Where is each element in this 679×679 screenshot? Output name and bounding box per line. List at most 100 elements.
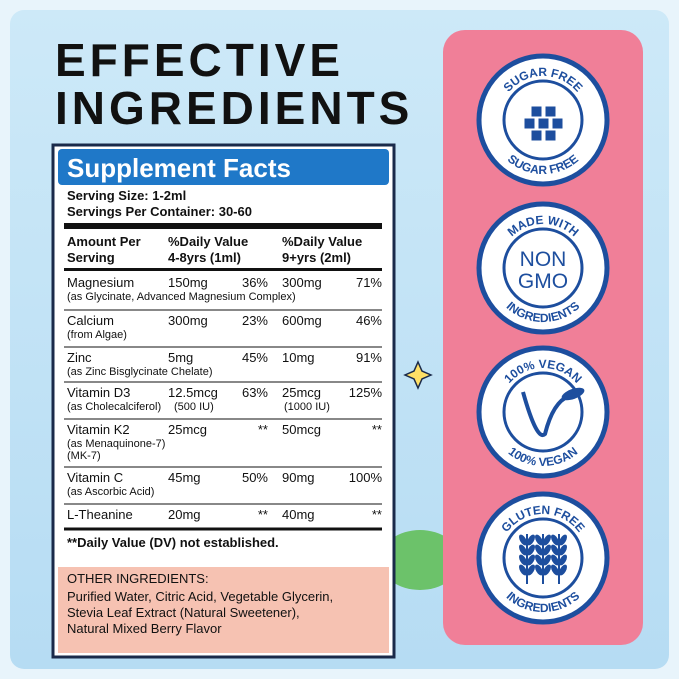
amount: 40mg xyxy=(282,507,315,522)
column-header: 9+yrs (2ml) xyxy=(282,250,351,265)
wheat-grain xyxy=(519,554,527,566)
badge-center: GMO xyxy=(518,270,568,293)
amount: 300mg xyxy=(282,275,322,290)
daily-value: 50% xyxy=(242,470,268,485)
cube-icon xyxy=(544,129,557,142)
daily-value: ** xyxy=(258,507,268,522)
wheat-grain xyxy=(559,544,567,556)
rule xyxy=(64,223,382,229)
daily-value: 71% xyxy=(356,275,382,290)
badge-outer xyxy=(476,345,610,479)
row-note: (as Cholecalciferol) xyxy=(67,401,161,413)
badge-center: NON xyxy=(520,248,567,271)
wheat-grain xyxy=(535,534,543,546)
amount: 150mg xyxy=(168,275,208,290)
badge-inner xyxy=(502,79,584,161)
row-name: Magnesium xyxy=(67,275,134,290)
cube-icon xyxy=(544,105,557,118)
daily-value: ** xyxy=(258,422,268,437)
wheat-grain xyxy=(551,564,559,576)
row-name: Vitamin D3 xyxy=(67,385,130,400)
wheat-grain xyxy=(519,544,527,556)
daily-value: 23% xyxy=(242,313,268,328)
daily-value: 125% xyxy=(349,385,383,400)
wheat-grain xyxy=(519,564,527,576)
servings: Servings Per Container: 30-60 xyxy=(67,204,252,219)
serving-size: Serving Size: 1-2ml xyxy=(67,188,186,203)
facts-header: Supplement Facts xyxy=(67,153,291,183)
wheat-grain xyxy=(527,554,535,566)
other-heading: OTHER INGREDIENTS: xyxy=(67,571,209,586)
wheat-grain xyxy=(559,564,567,576)
other-bg xyxy=(58,567,389,653)
cube-icon xyxy=(523,117,536,130)
wheat-grain xyxy=(527,564,535,576)
amount: 90mg xyxy=(282,470,315,485)
badge-inner xyxy=(502,227,584,309)
row-note: (as Zinc Bisglycinate Chelate) xyxy=(67,366,213,378)
cube-icon xyxy=(551,117,564,130)
title-line: EFFECTIVE xyxy=(55,34,344,86)
leaf-icon xyxy=(561,387,585,401)
title-line: INGREDIENTS xyxy=(55,82,413,134)
row-note: (as Menaquinone-7) xyxy=(67,438,165,450)
row-note: (as Ascorbic Acid) xyxy=(67,486,154,498)
amount-sub: (500 IU) xyxy=(174,401,214,413)
footnote: **Daily Value (DV) not established. xyxy=(67,535,279,550)
other-line: Natural Mixed Berry Flavor xyxy=(67,621,222,636)
wheat-grain xyxy=(527,534,535,546)
other-line: Stevia Leaf Extract (Natural Sweetener), xyxy=(67,605,300,620)
amount: 600mg xyxy=(282,313,322,328)
wheat-grain xyxy=(543,554,551,566)
column-header: %Daily Value xyxy=(282,234,362,249)
column-header: Serving xyxy=(67,250,115,265)
row-note: (MK-7) xyxy=(67,450,101,462)
wheat-grain xyxy=(551,554,559,566)
row-name: L-Theanine xyxy=(67,507,133,522)
wheat-grain xyxy=(535,554,543,566)
column-header: 4-8yrs (1ml) xyxy=(168,250,241,265)
amount: 50mcg xyxy=(282,422,321,437)
daily-value: 91% xyxy=(356,350,382,365)
column-header: %Daily Value xyxy=(168,234,248,249)
wheat-grain xyxy=(551,544,559,556)
cube-icon xyxy=(530,105,543,118)
row-name: Vitamin C xyxy=(67,470,123,485)
badge-inner xyxy=(502,371,584,453)
wheat-grain xyxy=(543,564,551,576)
wheat-grain xyxy=(535,544,543,556)
badge-panel xyxy=(443,30,643,645)
amount: 5mg xyxy=(168,350,193,365)
wheat-grain xyxy=(543,544,551,556)
wheat-grain xyxy=(527,544,535,556)
row-note: (as Glycinate, Advanced Magnesium Comple… xyxy=(67,291,296,303)
wheat-grain xyxy=(559,534,567,546)
amount: 25mcg xyxy=(282,385,321,400)
amount: 20mg xyxy=(168,507,201,522)
other-line: Purified Water, Citric Acid, Vegetable G… xyxy=(67,589,333,604)
cube-icon xyxy=(530,129,543,142)
wheat-grain xyxy=(559,554,567,566)
row-name: Zinc xyxy=(67,350,92,365)
badge-outer xyxy=(476,201,610,335)
rule xyxy=(64,268,382,271)
wheat-grain xyxy=(535,564,543,576)
cube-icon xyxy=(537,117,550,130)
daily-value: 63% xyxy=(242,385,268,400)
row-note: (from Algae) xyxy=(67,329,127,341)
amount: 300mg xyxy=(168,313,208,328)
wheat-grain xyxy=(551,534,559,546)
amount: 45mg xyxy=(168,470,201,485)
wheat-grain xyxy=(543,534,551,546)
wheat-grain xyxy=(519,534,527,546)
hill xyxy=(380,530,460,590)
daily-value: 46% xyxy=(356,313,382,328)
daily-value: 36% xyxy=(242,275,268,290)
amount-sub: (1000 IU) xyxy=(284,401,330,413)
daily-value: 100% xyxy=(349,470,383,485)
facts-header-bg xyxy=(58,149,389,185)
row-name: Calcium xyxy=(67,313,114,328)
daily-value: ** xyxy=(372,422,382,437)
